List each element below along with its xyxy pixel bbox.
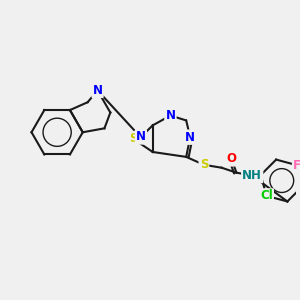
- Text: N: N: [92, 84, 103, 97]
- Text: O: O: [226, 152, 236, 165]
- Text: N: N: [136, 130, 146, 143]
- Text: NH: NH: [242, 169, 262, 182]
- Text: Cl: Cl: [260, 189, 273, 203]
- Text: S: S: [200, 158, 208, 171]
- Text: N: N: [185, 131, 195, 144]
- Text: N: N: [165, 109, 176, 122]
- Text: F: F: [293, 159, 300, 172]
- Text: S: S: [129, 132, 137, 145]
